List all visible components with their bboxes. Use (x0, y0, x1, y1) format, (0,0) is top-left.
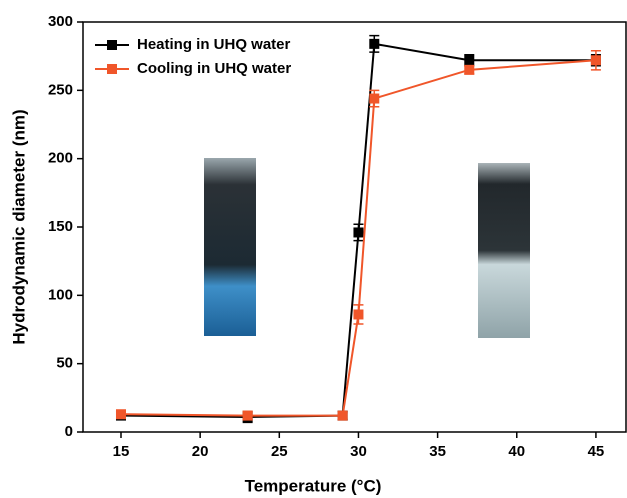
marker (464, 55, 474, 65)
marker (353, 227, 363, 237)
x-tick-label: 20 (192, 443, 209, 460)
legend-label: Heating in UHQ water (137, 36, 291, 53)
chart: Temperature (°C) Hydrodynamic diameter (… (0, 0, 627, 498)
y-axis-label: Hydrodynamic diameter (nm) (9, 109, 28, 344)
marker (353, 309, 363, 319)
y-tick-label: 150 (48, 218, 73, 235)
x-tick-label: 35 (429, 443, 446, 460)
marker (591, 55, 601, 65)
x-tick-label: 25 (271, 443, 288, 460)
y-tick-label: 0 (65, 423, 73, 440)
marker (369, 39, 379, 49)
x-tick-label: 45 (588, 443, 605, 460)
y-tick-label: 300 (48, 13, 73, 30)
legend-marker (107, 40, 117, 50)
marker (464, 65, 474, 75)
marker (338, 411, 348, 421)
marker (243, 411, 253, 421)
y-tick-label: 200 (48, 150, 73, 167)
cuvette-photo (204, 158, 256, 336)
y-tick-label: 50 (56, 355, 73, 372)
x-tick-label: 30 (350, 443, 367, 460)
marker (369, 94, 379, 104)
x-tick-label: 15 (113, 443, 130, 460)
page: {"chart_data": {"type": "line", "x_label… (0, 0, 627, 498)
legend-label: Cooling in UHQ water (137, 60, 291, 77)
y-tick-label: 100 (48, 286, 73, 303)
marker (116, 409, 126, 419)
y-tick-label: 250 (48, 81, 73, 98)
legend-marker (107, 64, 117, 74)
x-axis-label: Temperature (°C) (245, 476, 382, 495)
cuvette-photo (478, 163, 530, 338)
plot-frame (83, 22, 626, 432)
x-tick-label: 40 (508, 443, 525, 460)
